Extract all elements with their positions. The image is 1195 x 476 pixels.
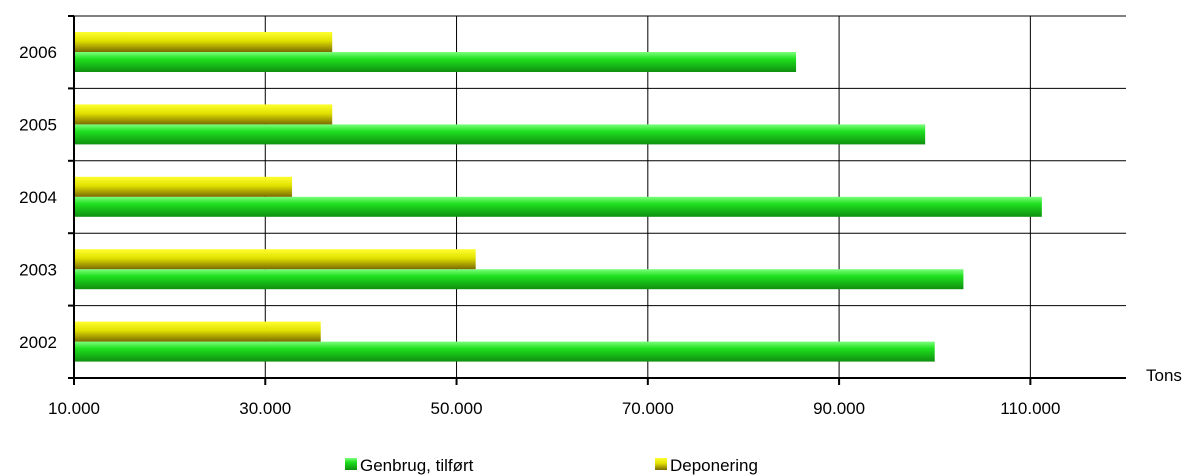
bar-deponering-2002 xyxy=(74,321,321,342)
bar-genbrug-2006 xyxy=(74,52,797,72)
y-tick-label: 2005 xyxy=(19,116,57,135)
x-tick-label: 30.000 xyxy=(239,399,291,418)
bar-genbrug-2005 xyxy=(74,124,926,145)
legend-swatch-deponering xyxy=(655,458,667,470)
legend-swatch-genbrug xyxy=(345,458,357,470)
bars xyxy=(74,32,1042,362)
y-tick-label: 2003 xyxy=(19,260,57,279)
bar-deponering-2006 xyxy=(74,32,333,52)
y-tick-label: 2002 xyxy=(19,333,57,352)
bar-deponering-2005 xyxy=(74,104,333,125)
legend-label-deponering: Deponering xyxy=(670,456,758,475)
bar-deponering-2004 xyxy=(74,176,293,197)
axes: 2002 2003 2004 2005 2006 10.000 30.000 50.000 70… xyxy=(19,15,1126,418)
bar-genbrug-2004 xyxy=(74,196,1042,217)
x-tick-label: 110.000 xyxy=(1000,399,1060,418)
x-tick-label: 50.000 xyxy=(431,399,483,418)
x-axis-label: Tons xyxy=(1146,366,1182,385)
legend: Genbrug, tilført Deponering xyxy=(345,456,758,475)
bar-genbrug-2002 xyxy=(74,341,935,362)
bar-genbrug-2003 xyxy=(74,269,964,290)
bar-deponering-2003 xyxy=(74,249,476,270)
x-tick-label: 90.000 xyxy=(813,399,865,418)
x-tick-label: 10.000 xyxy=(48,399,100,418)
legend-label-genbrug: Genbrug, tilført xyxy=(360,456,474,475)
x-tick-label: 70.000 xyxy=(622,399,674,418)
y-tick-label: 2004 xyxy=(19,188,57,207)
y-tick-label: 2006 xyxy=(19,43,57,62)
